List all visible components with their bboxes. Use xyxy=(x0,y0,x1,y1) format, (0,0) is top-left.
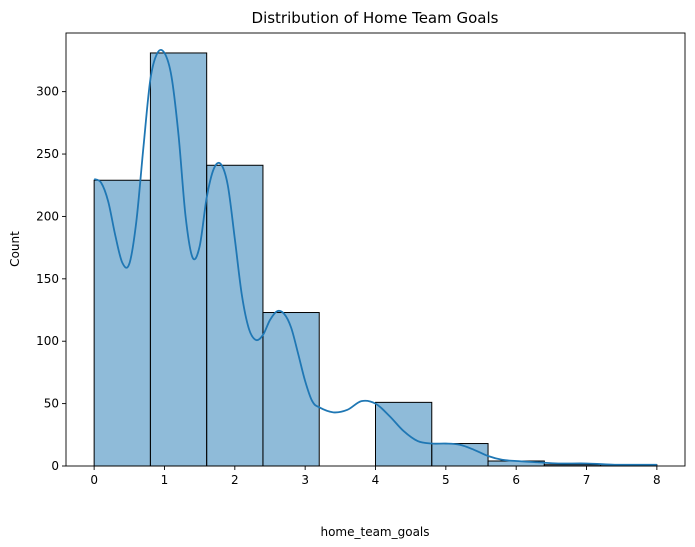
y-axis-label: Count xyxy=(8,231,22,267)
x-axis-label: home_team_goals xyxy=(320,525,429,539)
x-tick-label: 1 xyxy=(161,473,169,487)
x-tick-label: 0 xyxy=(90,473,98,487)
chart-title: Distribution of Home Team Goals xyxy=(252,9,499,27)
histogram-bar xyxy=(149,52,208,467)
y-tick-label: 300 xyxy=(36,85,59,99)
y-tick-label: 0 xyxy=(51,459,59,473)
y-axis-ticks: 0 50 100 150 200 250 300 xyxy=(36,85,66,473)
x-tick-label: 7 xyxy=(583,473,591,487)
histogram-bar xyxy=(93,179,151,467)
y-tick-label: 50 xyxy=(44,397,59,411)
y-tick-label: 200 xyxy=(36,209,59,223)
y-tick-label: 100 xyxy=(36,334,59,348)
histogram-bar xyxy=(206,164,264,467)
x-tick-label: 3 xyxy=(301,473,309,487)
histogram-bar xyxy=(431,443,489,467)
x-tick-label: 5 xyxy=(442,473,450,487)
y-tick-label: 250 xyxy=(36,147,59,161)
x-tick-label: 2 xyxy=(231,473,239,487)
x-axis-ticks: 0 1 2 3 4 5 6 7 8 xyxy=(90,466,661,487)
x-tick-label: 8 xyxy=(653,473,661,487)
histogram-bars xyxy=(93,52,658,467)
histogram-bar xyxy=(262,312,320,467)
histogram-bar xyxy=(375,401,433,467)
kde-curve xyxy=(93,48,657,466)
y-tick-label: 150 xyxy=(36,272,59,286)
x-tick-label: 6 xyxy=(512,473,520,487)
x-tick-label: 4 xyxy=(372,473,380,487)
